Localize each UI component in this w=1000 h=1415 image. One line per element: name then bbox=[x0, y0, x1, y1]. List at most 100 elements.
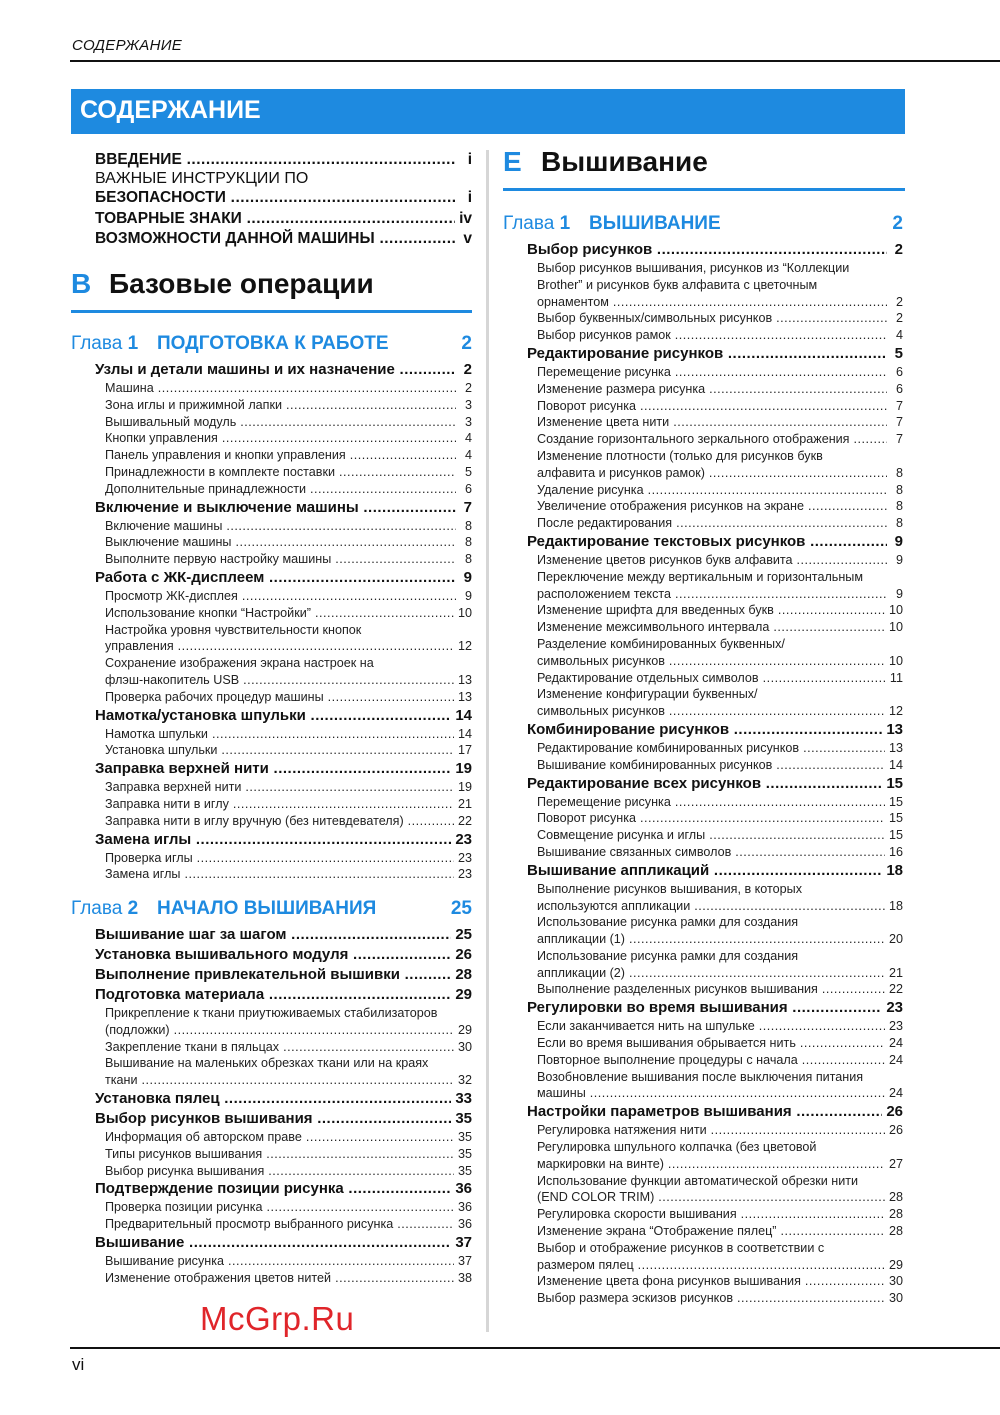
toc-entry[interactable]: Вышивальный модуль 3 bbox=[95, 414, 472, 431]
entry-page[interactable]: 24 bbox=[888, 1052, 903, 1067]
toc-entry[interactable]: Редактирование текстовых рисунков 9 bbox=[527, 532, 903, 552]
entry-text-line[interactable]: Использование рисунка рамки для создания bbox=[537, 948, 799, 963]
entry-row[interactable]: Замена иглы23 bbox=[95, 830, 472, 850]
entry-title[interactable]: ВВЕДЕНИЕ bbox=[95, 150, 456, 170]
toc-entry[interactable]: Заправка нити в иглу вручную (без нитевд… bbox=[95, 813, 472, 830]
toc-entry[interactable]: Изменение отображения цветов нитей38 bbox=[95, 1270, 472, 1287]
entry-title[interactable]: Заправка верхней нити bbox=[95, 759, 451, 779]
entry-row[interactable]: Поворот рисунка 7 bbox=[537, 398, 903, 415]
entry-row[interactable]: Если во время вышивания обрывается нить2… bbox=[537, 1035, 903, 1052]
entry-row[interactable]: Подтверждение позиции рисунка36 bbox=[95, 1179, 472, 1199]
entry-title[interactable]: Установка шпульки bbox=[105, 742, 454, 759]
entry-row[interactable]: алфавита и рисунков рамок) 8 bbox=[537, 465, 903, 482]
entry-row[interactable]: Проверка иглы23 bbox=[105, 850, 472, 867]
toc-entry[interactable]: Изменение конфигурации буквенных/символь… bbox=[527, 686, 903, 720]
entry-title[interactable]: Выполнение привлекательной вышивки bbox=[95, 965, 451, 985]
toc-entry[interactable]: Вышивание рисунка37 bbox=[95, 1253, 472, 1270]
toc-entry[interactable]: Выбор рисунка вышивания35 bbox=[95, 1163, 472, 1180]
entry-row[interactable]: Поворот рисунка15 bbox=[537, 810, 903, 827]
toc-entry[interactable]: Заправка верхней нити19 bbox=[95, 779, 472, 796]
entry-title[interactable]: Проверка иглы bbox=[105, 850, 454, 867]
toc-entry[interactable]: Регулировки во время вышивания23 bbox=[527, 998, 903, 1018]
toc-entry[interactable]: Просмотр ЖК-дисплея 9 bbox=[95, 588, 472, 605]
entry-title[interactable]: размером пялец bbox=[537, 1257, 885, 1274]
entry-title[interactable]: Редактирование рисунков bbox=[527, 344, 887, 364]
entry-row[interactable]: (END COLOR TRIM)28 bbox=[537, 1189, 903, 1206]
toc-entry[interactable]: Выбор рисунков 2 bbox=[527, 240, 903, 260]
toc-entry[interactable]: Изменение цвета фона рисунков вышивания3… bbox=[527, 1273, 903, 1290]
entry-page[interactable]: 27 bbox=[888, 1156, 903, 1171]
entry-page[interactable]: 28 bbox=[888, 1207, 903, 1222]
toc-entry[interactable]: Закрепление ткани в пяльцах30 bbox=[95, 1039, 472, 1056]
entry-page[interactable]: 7 bbox=[895, 415, 903, 430]
entry-title[interactable]: Вышивальный модуль bbox=[105, 414, 456, 431]
entry-title[interactable]: Редактирование отдельных символов bbox=[537, 670, 886, 687]
entry-page[interactable]: 6 bbox=[464, 481, 472, 496]
toc-entry[interactable]: Настройка уровня чувствительности кнопок… bbox=[95, 622, 472, 656]
toc-entry[interactable]: Вышивание комбинированных рисунков14 bbox=[527, 757, 903, 774]
entry-row[interactable]: Принадлежности в комплекте поставки 5 bbox=[105, 464, 472, 481]
toc-entry[interactable]: Удаление рисунка 8 bbox=[527, 482, 903, 499]
entry-page[interactable]: 8 bbox=[895, 482, 903, 497]
toc-entry[interactable]: Проверка рабочих процедур машины13 bbox=[95, 689, 472, 706]
entry-row[interactable]: Изменение цвета фона рисунков вышивания3… bbox=[537, 1273, 903, 1290]
entry-row[interactable]: ТОВАРНЫЕ ЗНАКИiv bbox=[95, 209, 472, 229]
toc-entry[interactable]: Узлы и детали машины и их назначение 2 bbox=[95, 360, 472, 380]
entry-row[interactable]: Редактирование отдельных символов11 bbox=[537, 670, 903, 687]
entry-page[interactable]: 8 bbox=[464, 535, 472, 550]
entry-row[interactable]: символьных рисунков10 bbox=[537, 653, 903, 670]
entry-page[interactable]: 35 bbox=[457, 1163, 472, 1178]
toc-entry[interactable]: Использование функции автоматической обр… bbox=[527, 1173, 903, 1207]
entry-row[interactable]: ткани32 bbox=[105, 1072, 472, 1089]
entry-row[interactable]: Установка вышивального модуля26 bbox=[95, 945, 472, 965]
entry-row[interactable]: Дополнительные принадлежности 6 bbox=[105, 481, 472, 498]
entry-title[interactable]: Изменение размера рисунка bbox=[537, 381, 887, 398]
toc-entry[interactable]: Выполнение рисунков вышивания, в которых… bbox=[527, 881, 903, 915]
entry-row[interactable]: Вышивание шаг за шагом25 bbox=[95, 925, 472, 945]
toc-entry[interactable]: Редактирование отдельных символов11 bbox=[527, 670, 903, 687]
entry-row[interactable]: Перемещение рисунка15 bbox=[537, 794, 903, 811]
entry-title[interactable]: (END COLOR TRIM) bbox=[537, 1189, 885, 1206]
entry-title[interactable]: Изменение отображения цветов нитей bbox=[105, 1270, 454, 1287]
entry-text-line[interactable]: Изменение плотности (только для рисунков… bbox=[537, 448, 823, 463]
entry-row[interactable]: используются аппликации18 bbox=[537, 898, 903, 915]
entry-page[interactable]: 9 bbox=[895, 552, 903, 567]
entry-page[interactable]: 4 bbox=[464, 431, 472, 446]
entry-row[interactable]: Панель управления и кнопки управления 4 bbox=[105, 447, 472, 464]
entry-row[interactable]: орнаментом 2 bbox=[537, 294, 903, 311]
entry-page[interactable]: 9 bbox=[895, 586, 903, 601]
entry-title[interactable]: Выбор размера эскизов рисунков bbox=[537, 1290, 885, 1307]
entry-row[interactable]: ВОЗМОЖНОСТИ ДАННОЙ МАШИНЫ v bbox=[95, 229, 472, 249]
entry-row[interactable]: Намотка шпульки14 bbox=[105, 726, 472, 743]
toc-entry[interactable]: Редактирование комбинированных рисунков1… bbox=[527, 740, 903, 757]
entry-title[interactable]: Перемещение рисунка bbox=[537, 364, 887, 381]
entry-title[interactable]: Вышивание рисунка bbox=[105, 1253, 454, 1270]
toc-entry[interactable]: Намотка шпульки14 bbox=[95, 726, 472, 743]
toc-entry[interactable]: Использование кнопки “Настройки”10 bbox=[95, 605, 472, 622]
entry-title[interactable]: Перемещение рисунка bbox=[537, 794, 885, 811]
entry-page[interactable]: 22 bbox=[888, 982, 903, 997]
entry-text-line[interactable]: Выполнение рисунков вышивания, в которых bbox=[537, 881, 803, 896]
toc-entry[interactable]: Создание горизонтального зеркального ото… bbox=[527, 431, 903, 448]
entry-row[interactable]: Заправка нити в иглу вручную (без нитевд… bbox=[105, 813, 472, 830]
toc-entry[interactable]: Изменение цветов рисунков букв алфавита 9 bbox=[527, 552, 903, 569]
toc-entry[interactable]: Разделение комбинированных буквенных/сим… bbox=[527, 636, 903, 670]
toc-entry[interactable]: Прикрепление к ткани приутюживаемых стаб… bbox=[95, 1005, 472, 1039]
entry-page[interactable]: 6 bbox=[895, 381, 903, 396]
entry-page[interactable]: 15 bbox=[888, 794, 903, 809]
toc-entry[interactable]: Увеличение отображения рисунков на экран… bbox=[527, 498, 903, 515]
entry-title[interactable]: Машина bbox=[105, 380, 456, 397]
entry-title[interactable]: символьных рисунков bbox=[537, 653, 885, 670]
entry-page[interactable]: 20 bbox=[888, 932, 903, 947]
entry-page[interactable]: 8 bbox=[464, 552, 472, 567]
entry-title[interactable]: орнаментом bbox=[537, 294, 887, 311]
entry-title[interactable]: Установка пялец bbox=[95, 1089, 451, 1109]
entry-page[interactable]: 25 bbox=[455, 926, 472, 943]
entry-row[interactable]: Вышивание37 bbox=[95, 1233, 472, 1253]
entry-row[interactable]: Увеличение отображения рисунков на экран… bbox=[537, 498, 903, 515]
entry-title[interactable]: Выбор рисунков вышивания bbox=[95, 1109, 451, 1129]
entry-title[interactable]: (подложки) bbox=[105, 1022, 454, 1039]
entry-title[interactable]: Поворот рисунка bbox=[537, 398, 887, 415]
entry-title[interactable]: Комбинирование рисунков bbox=[527, 720, 882, 740]
entry-title[interactable]: Если заканчивается нить на шпульке bbox=[537, 1018, 885, 1035]
